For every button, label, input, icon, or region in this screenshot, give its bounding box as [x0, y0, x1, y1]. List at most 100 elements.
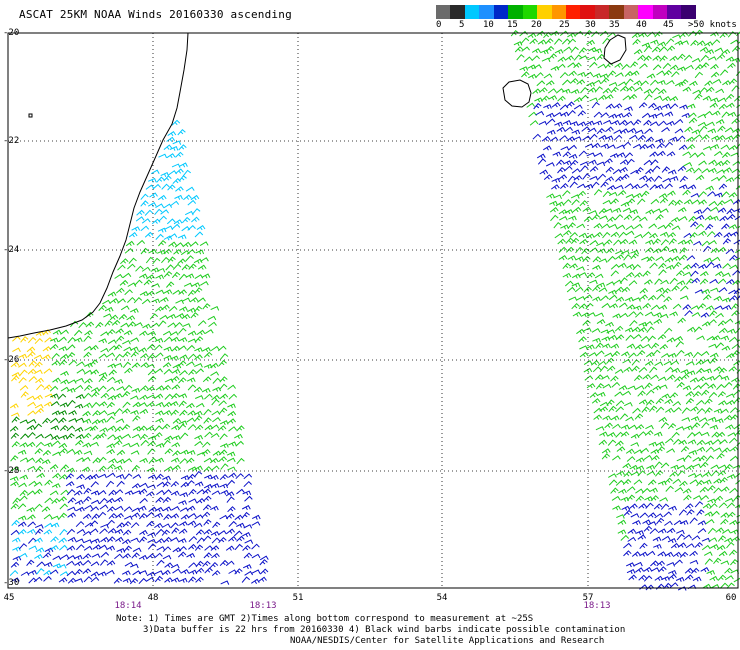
wind-barb	[138, 577, 147, 585]
wind-barb	[152, 257, 161, 265]
wind-barb	[228, 441, 237, 447]
wind-barb	[242, 532, 251, 538]
wind-barb	[703, 245, 712, 253]
wind-barb	[589, 133, 598, 140]
wind-barb	[28, 545, 38, 551]
wind-barb	[708, 537, 718, 542]
wind-barb	[52, 377, 61, 383]
wind-barb	[716, 200, 726, 207]
wind-barb	[665, 264, 675, 270]
wind-barb	[44, 547, 54, 553]
wind-barb	[610, 198, 619, 205]
wind-barb	[168, 233, 178, 239]
wind-barb	[725, 135, 734, 141]
wind-barb	[33, 354, 43, 360]
wind-barb	[134, 279, 143, 286]
wind-barb	[582, 319, 591, 326]
wind-barb	[690, 406, 699, 412]
wind-barb	[115, 418, 125, 423]
wind-barb	[50, 401, 60, 407]
wind-barb	[566, 101, 575, 108]
wind-barb	[189, 241, 199, 247]
wind-barb	[227, 403, 236, 409]
wind-barb	[562, 190, 571, 197]
wind-barb	[114, 505, 124, 511]
wind-barb	[210, 465, 220, 471]
wind-barb	[730, 529, 739, 535]
wind-barb	[655, 184, 664, 190]
wind-barb	[19, 474, 29, 480]
wind-barb	[615, 479, 625, 486]
wind-barb	[657, 333, 667, 340]
wind-barb	[736, 521, 740, 525]
wind-barb	[728, 224, 738, 230]
wind-barb	[49, 464, 59, 470]
wind-barb	[635, 424, 645, 430]
wind-barb	[195, 560, 204, 568]
wind-barb	[662, 96, 671, 102]
wind-barb	[569, 231, 578, 238]
wind-barb	[139, 291, 149, 297]
wind-barb	[140, 200, 149, 207]
wind-barb	[108, 369, 117, 376]
wind-barb	[676, 457, 686, 462]
wind-barb	[183, 282, 193, 288]
wind-barb	[636, 349, 646, 357]
wind-barb	[89, 425, 99, 432]
wind-barb	[90, 369, 100, 375]
wind-barb	[139, 433, 149, 441]
wind-barb	[696, 509, 705, 516]
wind-barb	[158, 320, 167, 327]
wind-barb	[106, 352, 116, 358]
wind-barb	[140, 439, 149, 446]
wind-barb	[685, 464, 695, 471]
wind-barb	[730, 39, 740, 45]
wind-barb	[608, 294, 618, 301]
wind-barb	[612, 207, 622, 213]
wind-barb	[642, 519, 652, 525]
wind-barb	[666, 80, 675, 85]
wind-barb	[194, 470, 203, 478]
wind-barb	[706, 375, 716, 381]
wind-barb	[650, 454, 660, 461]
wind-barb	[664, 141, 673, 148]
wind-barb	[43, 575, 52, 582]
wind-barb	[84, 330, 93, 336]
wind-barb	[549, 206, 559, 213]
wind-barb	[686, 370, 696, 376]
wind-barb	[694, 93, 703, 101]
wind-barb	[109, 314, 119, 321]
wind-barb	[516, 54, 525, 61]
wind-barb	[685, 361, 695, 366]
wind-barb	[26, 490, 36, 496]
wind-barb	[171, 163, 181, 168]
wind-barb	[615, 286, 625, 293]
wind-barb	[84, 384, 93, 391]
wind-barb	[560, 182, 569, 189]
wind-barb	[219, 383, 228, 391]
wind-barb	[235, 473, 244, 480]
wind-barb	[632, 38, 641, 45]
wind-barb	[155, 410, 164, 416]
wind-barb	[178, 393, 188, 399]
wind-barb	[162, 481, 171, 488]
wind-barb	[732, 199, 740, 205]
wind-barb	[26, 424, 36, 431]
wind-barb	[608, 334, 618, 340]
wind-barb	[645, 176, 655, 183]
wind-barb	[149, 192, 158, 198]
wind-barb	[703, 551, 713, 556]
wind-barb	[670, 360, 680, 366]
wind-barb	[83, 496, 92, 503]
wind-barb	[540, 49, 549, 55]
wind-barb	[629, 134, 638, 140]
wind-barb	[545, 80, 555, 86]
wind-barb	[582, 173, 591, 180]
wind-barb	[147, 532, 157, 538]
wind-barb	[28, 569, 38, 575]
wind-barb	[194, 336, 204, 343]
wind-barb	[43, 513, 53, 520]
wind-barb	[172, 417, 182, 424]
wind-barb	[575, 246, 584, 254]
wind-barb	[172, 263, 182, 270]
